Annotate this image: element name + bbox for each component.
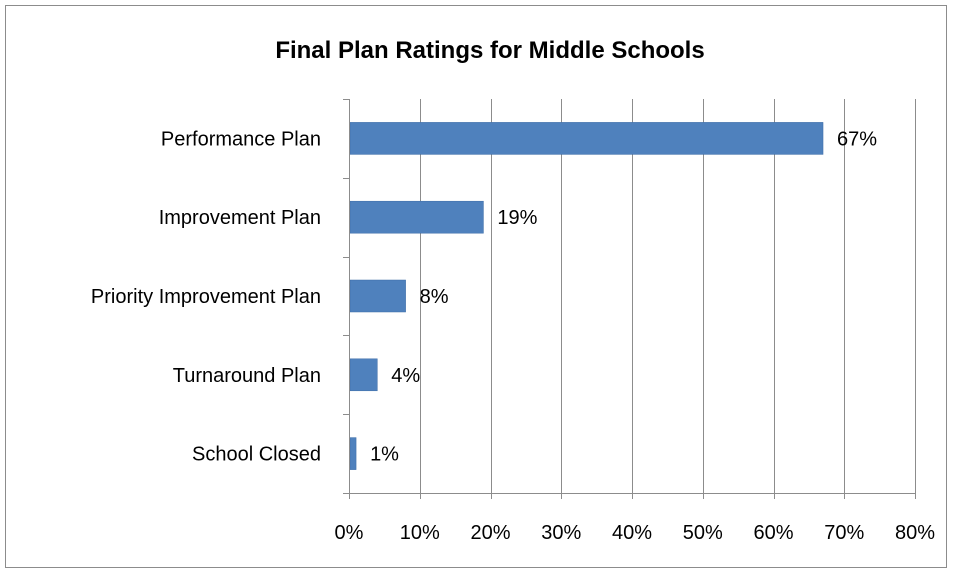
category-label: Turnaround Plan (173, 365, 321, 387)
x-tick-label: 10% (400, 522, 440, 544)
x-tick-label: 80% (895, 522, 935, 544)
labels: 67% Performance Plan 19% Improvement Plan 8%… (91, 128, 935, 544)
bar (350, 201, 483, 233)
category-label: School Closed (192, 444, 321, 466)
category-label: Priority Improvement Plan (91, 286, 321, 308)
gridlines (421, 99, 916, 493)
data-label: 8% (420, 286, 449, 308)
x-tick-label: 0% (335, 522, 364, 544)
bar (350, 438, 356, 470)
chart-title: Final Plan Ratings for Middle Schools (275, 37, 704, 64)
bar (350, 122, 823, 154)
bar (350, 280, 406, 312)
data-label: 4% (391, 365, 420, 387)
x-tick-label: 40% (612, 522, 652, 544)
x-tick-label: 20% (470, 522, 510, 544)
x-tick-label: 50% (683, 522, 723, 544)
data-label: 67% (837, 128, 877, 150)
x-tick-label: 60% (753, 522, 793, 544)
data-label: 19% (497, 207, 537, 229)
category-label: Improvement Plan (159, 207, 321, 229)
data-label: 1% (370, 444, 399, 466)
category-label: Performance Plan (161, 128, 321, 150)
x-tick-label: 70% (824, 522, 864, 544)
x-tick-label: 30% (541, 522, 581, 544)
bar (350, 359, 377, 391)
